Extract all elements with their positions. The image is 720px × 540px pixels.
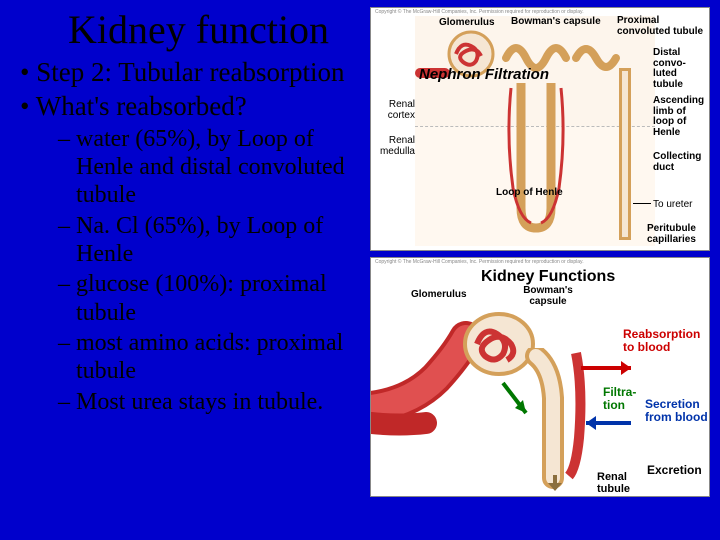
label-bowmans-capsule-bottom: Bowman's capsule <box>519 286 577 307</box>
loop-of-henle-icon <box>501 78 601 238</box>
nephron-filtration-diagram: Copyright © The McGraw-Hill Companies, I… <box>370 7 710 251</box>
label-distal-convoluted: Distal convo- luted tubule <box>653 48 709 90</box>
text-column: Step 2: Tubular reabsorption What's reab… <box>0 53 370 497</box>
arrow-to-ureter <box>633 203 651 204</box>
label-ascending-limb: Ascending limb of loop of Henle <box>653 96 709 138</box>
label-reabsorption: Reabsorption to blood <box>623 328 707 353</box>
bullet-nacl: Na. Cl (65%), by Loop of Henle <box>18 212 370 269</box>
bullet-glucose: glucose (100%): proximal tubule <box>18 270 370 327</box>
label-renal-medulla: Renal medulla <box>373 136 415 157</box>
label-bowmans-capsule-top: Bowman's capsule <box>511 17 601 28</box>
filtration-arrow-icon <box>491 378 541 423</box>
kidney-functions-diagram: Copyright © The McGraw-Hill Companies, I… <box>370 257 710 497</box>
label-secretion: Secretion from blood <box>645 398 709 423</box>
bullet-water: water (65%), by Loop of Henle and distal… <box>18 125 370 210</box>
bullet-amino-acids: most amino acids: proximal tubule <box>18 329 370 386</box>
label-loop-of-henle: Loop of Henle <box>496 188 563 199</box>
image-column: Copyright © The McGraw-Hill Companies, I… <box>370 53 710 497</box>
label-glomerulus-top: Glomerulus <box>439 18 495 29</box>
label-proximal-convoluted: Proximal convoluted tubule <box>617 16 707 37</box>
label-peritubule-capillaries: Peritubule capillaries <box>647 224 707 245</box>
label-glomerulus-bottom: Glomerulus <box>411 290 467 301</box>
reabsorption-arrow-icon <box>576 353 646 383</box>
bullet-urea: Most urea stays in tubule. <box>18 388 370 416</box>
content-area: Step 2: Tubular reabsorption What's reab… <box>0 53 720 497</box>
bullet-whats-reabsorbed: What's reabsorbed? <box>18 91 370 123</box>
label-excretion: Excretion <box>647 464 702 477</box>
excretion-arrow-icon <box>543 473 573 497</box>
copyright-text-top: Copyright © The McGraw-Hill Companies, I… <box>375 9 584 15</box>
label-renal-cortex: Renal cortex <box>373 100 415 121</box>
kidney-functions-title: Kidney Functions <box>481 268 615 286</box>
collecting-duct-icon <box>619 68 631 240</box>
nephron-filtration-title: Nephron Filtration <box>419 66 549 83</box>
label-to-ureter: To ureter <box>653 200 692 211</box>
secretion-arrow-icon <box>576 408 646 438</box>
label-renal-tubule: Renal tubule <box>597 472 639 495</box>
copyright-text-bottom: Copyright © The McGraw-Hill Companies, I… <box>375 259 584 265</box>
label-filtration: Filtra- tion <box>603 386 647 411</box>
label-collecting-duct: Collecting duct <box>653 152 709 173</box>
bullet-step2: Step 2: Tubular reabsorption <box>18 57 370 89</box>
